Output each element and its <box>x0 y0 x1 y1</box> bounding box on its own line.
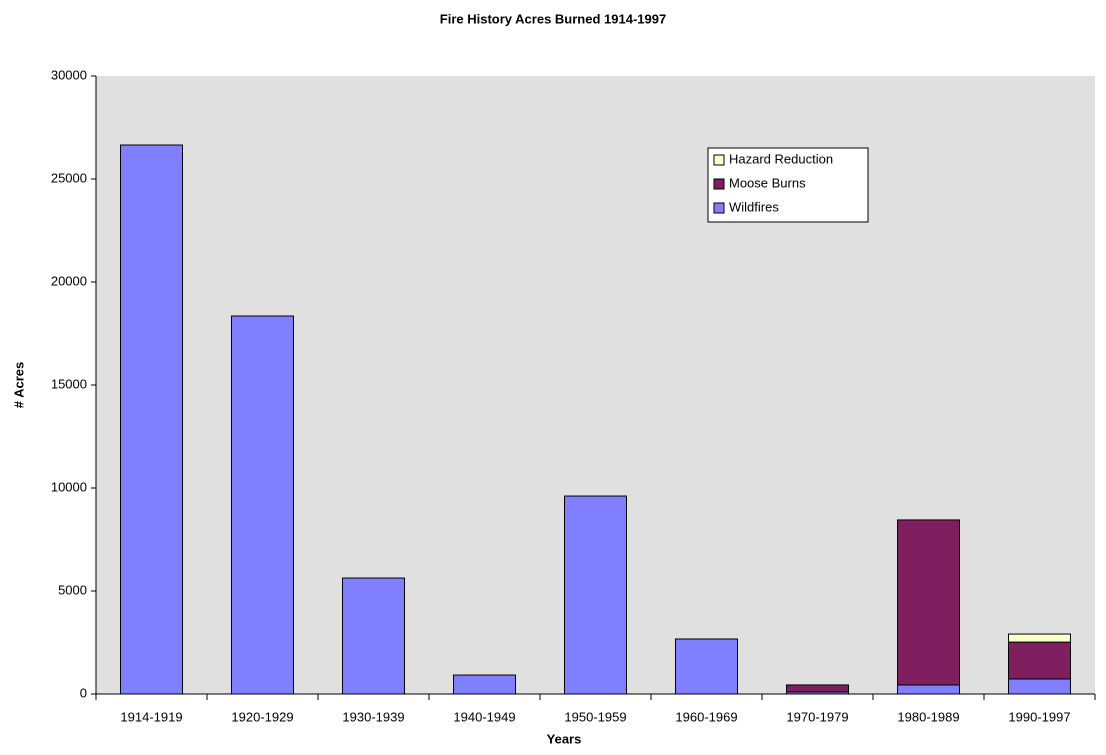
y-tick-label: 25000 <box>51 170 87 185</box>
legend-swatch <box>713 202 725 214</box>
bar-segment <box>342 577 405 695</box>
bar-segment <box>675 638 738 695</box>
bar-segment <box>1008 678 1071 695</box>
bar-segment <box>897 684 960 695</box>
bar-segment <box>897 519 960 686</box>
bar-segment <box>786 684 849 693</box>
x-tick-label: 1960-1969 <box>675 709 737 724</box>
x-tick-label: 1920-1929 <box>231 709 293 724</box>
legend-swatch <box>713 154 725 166</box>
y-tick-label: 5000 <box>58 582 87 597</box>
y-tick-label: 15000 <box>51 376 87 391</box>
y-axis-title: # Acres <box>11 362 26 409</box>
x-tick-label: 1914-1919 <box>120 709 182 724</box>
bar-segment <box>453 674 516 695</box>
y-tick-label: 20000 <box>51 273 87 288</box>
chart-title: Fire History Acres Burned 1914-1997 <box>440 11 666 26</box>
legend-label: Moose Burns <box>729 175 806 190</box>
y-tick-label: 10000 <box>51 479 87 494</box>
x-tick-label: 1950-1959 <box>564 709 626 724</box>
y-tick-label: 30000 <box>51 67 87 82</box>
x-tick-label: 1970-1979 <box>786 709 848 724</box>
x-axis-title: Years <box>547 731 582 746</box>
legend-label: Hazard Reduction <box>729 151 833 166</box>
legend-label: Wildfires <box>729 199 779 214</box>
bar-segment <box>120 144 183 695</box>
bar-segment <box>1008 641 1071 680</box>
legend-box <box>707 147 869 223</box>
bar-segment <box>1008 633 1071 643</box>
x-tick-label: 1930-1939 <box>342 709 404 724</box>
legend-swatch <box>713 178 725 190</box>
x-tick-label: 1980-1989 <box>897 709 959 724</box>
x-tick-label: 1990-1997 <box>1008 709 1070 724</box>
bar-segment <box>231 315 294 695</box>
bar-segment <box>564 495 627 695</box>
y-tick-label: 0 <box>80 685 87 700</box>
x-tick-label: 1940-1949 <box>453 709 515 724</box>
